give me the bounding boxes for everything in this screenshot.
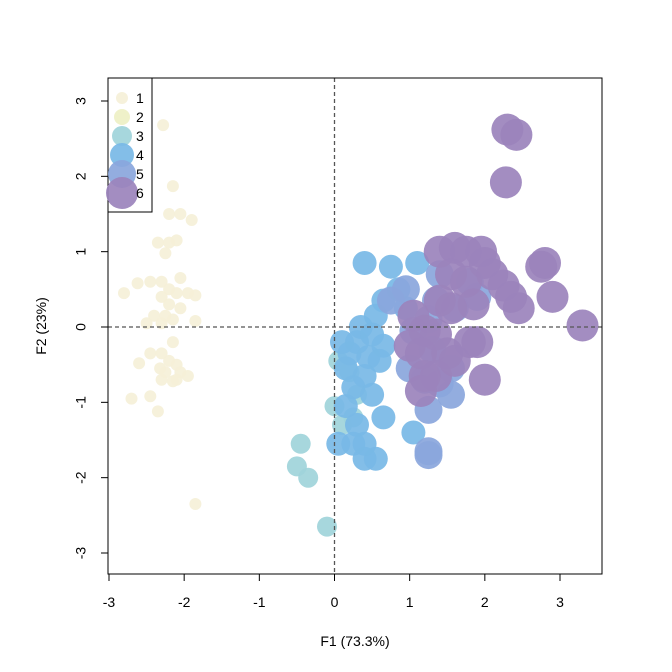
data-point — [189, 498, 202, 510]
data-point — [174, 272, 187, 284]
x-axis-label: F1 (73.3%) — [320, 633, 389, 649]
data-point — [290, 433, 311, 454]
data-point — [367, 348, 392, 373]
data-point — [189, 315, 202, 327]
data-point — [333, 394, 358, 419]
data-point — [151, 236, 164, 249]
y-tick-label: 1 — [73, 248, 89, 256]
x-tick-label: -3 — [103, 594, 116, 610]
data-point — [131, 277, 144, 290]
data-point — [189, 289, 202, 302]
data-point — [151, 405, 164, 418]
x-tick-label: 3 — [556, 594, 564, 610]
data-point — [157, 119, 170, 132]
data-point — [525, 250, 558, 283]
y-tick-label: -1 — [73, 396, 89, 409]
legend-swatch — [106, 177, 138, 209]
data-point — [174, 302, 187, 315]
data-point — [401, 420, 426, 445]
data-point — [536, 280, 569, 313]
data-point — [414, 441, 443, 470]
x-tick-label: 1 — [406, 594, 414, 610]
data-point — [170, 287, 183, 300]
data-point — [405, 251, 430, 275]
y-tick-label: -3 — [73, 547, 89, 560]
data-point — [185, 214, 198, 226]
data-point — [140, 317, 153, 330]
data-point — [391, 275, 420, 304]
data-point — [345, 412, 369, 437]
legend-label: 3 — [136, 128, 144, 144]
legend-label: 4 — [136, 147, 144, 163]
legend-label: 6 — [136, 185, 144, 201]
data-point — [371, 405, 396, 430]
data-point — [500, 118, 533, 151]
data-point — [163, 298, 176, 311]
data-point — [118, 287, 130, 300]
data-point — [341, 375, 366, 400]
legend-label: 5 — [136, 166, 144, 182]
data-point — [166, 180, 179, 193]
data-point — [352, 431, 377, 456]
data-point — [181, 370, 194, 382]
data-point — [148, 309, 161, 322]
data-point — [438, 344, 471, 377]
data-point — [170, 234, 183, 247]
data-point — [489, 166, 522, 199]
legend-swatch — [114, 109, 130, 125]
data-point — [298, 467, 319, 488]
data-point — [155, 317, 168, 330]
data-point — [378, 254, 403, 279]
y-tick-label: 2 — [73, 172, 89, 180]
data-point — [360, 382, 385, 407]
x-tick-label: 2 — [481, 594, 489, 610]
x-tick-label: -1 — [253, 594, 266, 610]
legend-label: 2 — [136, 109, 144, 125]
data-point — [144, 390, 157, 403]
y-tick-label: -2 — [73, 471, 89, 484]
data-point — [144, 347, 157, 360]
data-point — [317, 516, 337, 537]
series-1 — [118, 119, 202, 510]
data-point — [333, 356, 358, 381]
data-point — [495, 280, 528, 313]
legend: 1 2 3 4 5 6 — [106, 77, 153, 213]
data-point — [166, 336, 179, 349]
legend-swatch — [110, 143, 134, 167]
data-point — [144, 275, 157, 288]
y-tick-label: 3 — [73, 97, 89, 105]
y-axis: -3 -2 -1 0 1 2 3 — [73, 97, 109, 560]
x-tick-label: -2 — [178, 594, 191, 610]
points-layer — [118, 113, 599, 537]
data-point — [163, 208, 176, 220]
data-point — [155, 373, 168, 386]
data-point — [155, 275, 168, 288]
data-point — [170, 373, 183, 386]
x-tick-label: 0 — [331, 594, 339, 610]
data-point — [566, 309, 599, 342]
data-point — [352, 251, 377, 275]
legend-swatch — [112, 126, 132, 146]
series-6 — [393, 113, 599, 407]
data-point — [404, 375, 437, 407]
data-point — [166, 313, 179, 326]
legend-label: 1 — [136, 90, 144, 106]
data-point — [125, 392, 138, 405]
y-tick-label: 0 — [73, 323, 89, 331]
data-point — [468, 363, 501, 396]
data-point — [155, 290, 168, 303]
data-point — [423, 284, 456, 317]
reference-lines — [108, 78, 602, 574]
data-point — [155, 347, 168, 360]
data-point — [174, 208, 187, 220]
x-axis: -3 -2 -1 0 1 2 3 — [103, 573, 564, 610]
data-point — [133, 357, 146, 370]
y-axis-label: F2 (23%) — [33, 297, 49, 355]
data-point — [159, 247, 172, 260]
legend-swatch — [116, 92, 128, 104]
